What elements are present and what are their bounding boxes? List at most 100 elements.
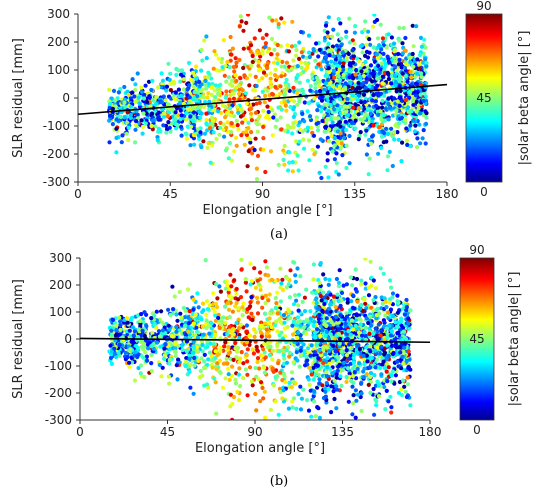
scatter-point [393,64,398,69]
scatter-point [372,14,377,17]
scatter-point [329,134,334,139]
scatter-point [199,356,204,361]
scatter-point [203,365,208,370]
scatter-point [375,306,380,311]
scatter-point [236,83,241,89]
scatter-point [379,344,384,349]
scatter-point [211,341,216,347]
scatter-point [217,358,222,363]
scatter-point [178,79,183,84]
scatter-point [108,343,113,348]
scatter-point [233,73,238,78]
scatter-point [252,147,257,153]
scatter-point [336,280,342,285]
scatter-point [414,99,419,104]
scatter-point [192,142,197,147]
scatter-point [124,131,129,136]
scatter-point [295,64,300,69]
scatter-point [341,61,346,66]
scatter-point [330,120,335,125]
scatter-point [197,84,202,89]
scatter-point [150,98,155,103]
scatter-point [255,311,261,316]
scatter-point [159,71,164,76]
scatter-point [243,91,248,96]
scatter-point [375,345,380,350]
scatter-point [364,42,369,48]
scatter-point [371,45,376,50]
scatter-point [219,60,224,65]
scatter-point [130,77,135,82]
scatter-point [368,111,373,116]
scatter-point [306,377,311,382]
scatter-point [336,355,341,361]
scatter-point [384,357,389,362]
scatter-point [296,168,301,173]
scatter-point [269,52,274,57]
scatter-point [304,354,309,359]
scatter-point [356,85,361,90]
scatter-point [367,156,372,161]
scatter-point [195,316,200,321]
scatter-point [292,260,297,265]
scatter-point [352,370,357,375]
scatter-point [363,85,368,90]
scatter-point [345,96,350,102]
scatter-point [363,19,368,24]
scatter-point [145,100,150,105]
scatter-point [259,334,264,339]
scatter-point [344,165,349,171]
scatter-point [268,407,273,412]
scatter-point [395,130,400,135]
scatter-point [233,381,239,386]
scatter-point [127,328,132,333]
scatter-point [147,340,152,345]
scatter-point [132,94,137,99]
scatter-point [295,153,300,158]
scatter-point [161,123,166,128]
scatter-point [332,100,337,105]
scatter-point [293,326,298,331]
scatter-point [226,290,231,295]
scatter-point [312,335,317,340]
scatter-point [253,74,258,79]
scatter-point [178,108,183,113]
scatter-point [411,44,416,49]
scatter-point [351,393,356,398]
scatter-point [173,340,178,345]
scatter-point [424,121,429,126]
scatter-point [187,162,192,167]
scatter-point [408,367,413,372]
scatter-point [274,319,279,324]
scatter-point [320,383,325,388]
scatter-point [110,106,115,111]
scatter-point [240,120,245,125]
scatter-point [162,346,167,351]
scatter-point [387,60,392,65]
scatter-point [402,384,407,389]
scatter-point [250,53,255,59]
scatter-point [150,78,155,83]
scatter-point [260,305,265,310]
scatter-point [176,68,181,73]
scatter-point [380,301,385,306]
scatter-point [391,130,397,135]
scatter-point [327,361,332,366]
scatter-point [303,363,308,368]
scatter-point [187,83,192,88]
scatter-point [314,75,320,80]
scatter-point [412,129,417,134]
scatter-point [321,360,326,365]
scatter-point [373,295,378,300]
scatter-point [344,348,349,353]
scatter-point [214,411,219,416]
colorbar [465,13,503,183]
scatter-point [248,261,253,266]
scatter-point [334,276,339,282]
scatter-point [305,78,310,83]
scatter-point [370,79,375,84]
scatter-point [209,354,214,359]
scatter-point [364,49,370,55]
scatter-point [313,86,318,91]
y-tick-label: 0 [62,91,70,105]
